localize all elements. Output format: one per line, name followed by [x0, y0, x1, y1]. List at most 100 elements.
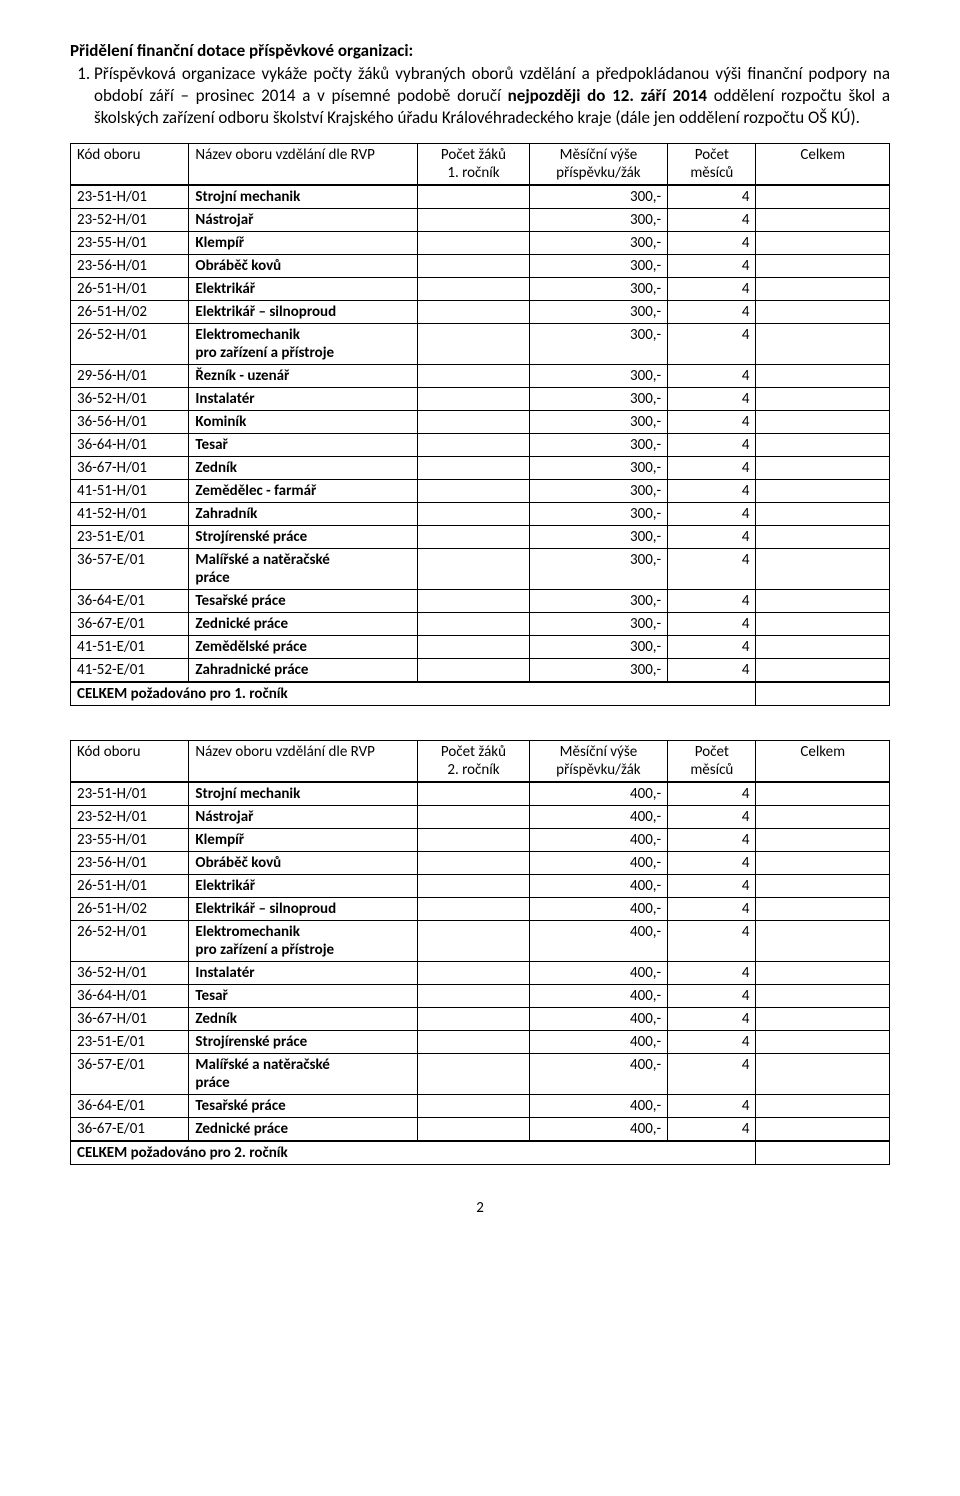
cell-month: 400,- [529, 1031, 668, 1054]
cell-col-count [418, 301, 529, 324]
cell-month: 300,- [529, 636, 668, 659]
cell-col-count [418, 411, 529, 434]
cell-col-total [756, 590, 890, 613]
cell-mcnt: 4 [668, 1118, 756, 1142]
cell-col-count [418, 875, 529, 898]
table-row: 36-56-H/01Kominík300,-4 [71, 411, 890, 434]
cell-col-total [756, 301, 890, 324]
cell-name: Nástrojař [189, 806, 418, 829]
cell-code: 23-55-H/01 [71, 829, 189, 852]
cell-code: 29-56-H/01 [71, 365, 189, 388]
cell-month: 300,- [529, 434, 668, 457]
cell-col-total [756, 209, 890, 232]
cell-col-total [756, 324, 890, 365]
cell-mcnt: 4 [668, 301, 756, 324]
cell-code: 41-52-H/01 [71, 503, 189, 526]
cell-name: Elektrikář – silnoproud [189, 301, 418, 324]
hdr-total: Celkem [756, 144, 890, 186]
cell-mcnt: 4 [668, 549, 756, 590]
cell-name: Malířské a natěračsképráce [189, 1054, 418, 1095]
cell-name: Instalatér [189, 962, 418, 985]
cell-col-total [756, 185, 890, 209]
cell-col-count [418, 1008, 529, 1031]
cell-col-count [418, 255, 529, 278]
cell-name: Zahradník [189, 503, 418, 526]
cell-month: 300,- [529, 457, 668, 480]
cell-month: 300,- [529, 480, 668, 503]
cell-col-count [418, 921, 529, 962]
table-row: 36-67-H/01Zedník300,-4 [71, 457, 890, 480]
table-row: 23-56-H/01Obráběč kovů300,-4 [71, 255, 890, 278]
table-row: 26-51-H/01Elektrikář400,-4 [71, 875, 890, 898]
cell-name: Řezník - uzenář [189, 365, 418, 388]
cell-col-count [418, 232, 529, 255]
cell-name: Tesař [189, 985, 418, 1008]
cell-mcnt: 4 [668, 480, 756, 503]
cell-col-total [756, 255, 890, 278]
cell-mcnt: 4 [668, 875, 756, 898]
cell-code: 26-52-H/01 [71, 921, 189, 962]
cell-col-count [418, 962, 529, 985]
cell-name: Obráběč kovů [189, 852, 418, 875]
cell-col-total [756, 1054, 890, 1095]
cell-mcnt: 4 [668, 962, 756, 985]
hdr-count: Počet žáků2. ročník [418, 741, 529, 783]
cell-month: 400,- [529, 1118, 668, 1142]
cell-month: 400,- [529, 1054, 668, 1095]
cell-col-total [756, 782, 890, 806]
hdr-total: Celkem [756, 741, 890, 783]
table-row: 23-52-H/01Nástrojař400,-4 [71, 806, 890, 829]
table-row: 23-55-H/01Klempíř400,-4 [71, 829, 890, 852]
hdr-count: Počet žáků1. ročník [418, 144, 529, 186]
table2-total-label: CELKEM požadováno pro 2. ročník [71, 1141, 756, 1165]
cell-code: 36-57-E/01 [71, 549, 189, 590]
cell-month: 400,- [529, 852, 668, 875]
cell-name: Zemědělec - farmář [189, 480, 418, 503]
cell-col-count [418, 782, 529, 806]
table-row: 23-51-H/01Strojní mechanik300,-4 [71, 185, 890, 209]
table1-header-row: Kód oboru Název oboru vzdělání dle RVP P… [71, 144, 890, 186]
cell-col-total [756, 829, 890, 852]
cell-month: 400,- [529, 962, 668, 985]
list-item-1: Příspěvková organizace vykáže počty žáků… [94, 63, 890, 129]
cell-mcnt: 4 [668, 1095, 756, 1118]
hdr-mcnt: Početměsíců [668, 144, 756, 186]
cell-code: 36-64-H/01 [71, 434, 189, 457]
table1-body: 23-51-H/01Strojní mechanik300,-423-52-H/… [71, 185, 890, 682]
cell-code: 23-55-H/01 [71, 232, 189, 255]
cell-month: 300,- [529, 549, 668, 590]
table-row: 26-52-H/01Elektromechanikpro zařízení a … [71, 324, 890, 365]
cell-mcnt: 4 [668, 1031, 756, 1054]
cell-mcnt: 4 [668, 324, 756, 365]
cell-month: 400,- [529, 1008, 668, 1031]
cell-col-count [418, 324, 529, 365]
section-heading: Přidělení finanční dotace příspěvkové or… [70, 40, 890, 61]
cell-mcnt: 4 [668, 232, 756, 255]
cell-col-total [756, 659, 890, 683]
table-row: 36-52-H/01Instalatér400,-4 [71, 962, 890, 985]
cell-mcnt: 4 [668, 636, 756, 659]
table-row: 36-67-E/01Zednické práce400,-4 [71, 1118, 890, 1142]
cell-col-total [756, 962, 890, 985]
cell-name: Elektromechanikpro zařízení a přístroje [189, 921, 418, 962]
table-row: 41-52-E/01Zahradnické práce300,-4 [71, 659, 890, 683]
cell-mcnt: 4 [668, 782, 756, 806]
cell-name: Kominík [189, 411, 418, 434]
cell-name: Tesař [189, 434, 418, 457]
cell-name: Zednické práce [189, 1118, 418, 1142]
cell-name: Tesařské práce [189, 1095, 418, 1118]
table-row: 36-57-E/01Malířské a natěračsképráce300,… [71, 549, 890, 590]
table-row: 23-51-E/01Strojírenské práce300,-4 [71, 526, 890, 549]
hdr-month: Měsíční výšepříspěvku/žák [529, 741, 668, 783]
cell-month: 300,- [529, 411, 668, 434]
numbered-list: Příspěvková organizace vykáže počty žáků… [70, 63, 890, 129]
cell-mcnt: 4 [668, 434, 756, 457]
cell-month: 300,- [529, 526, 668, 549]
cell-col-total [756, 613, 890, 636]
cell-mcnt: 4 [668, 503, 756, 526]
cell-col-count [418, 365, 529, 388]
table-row: 41-52-H/01Zahradník300,-4 [71, 503, 890, 526]
cell-name: Zedník [189, 1008, 418, 1031]
cell-col-total [756, 636, 890, 659]
cell-mcnt: 4 [668, 659, 756, 683]
